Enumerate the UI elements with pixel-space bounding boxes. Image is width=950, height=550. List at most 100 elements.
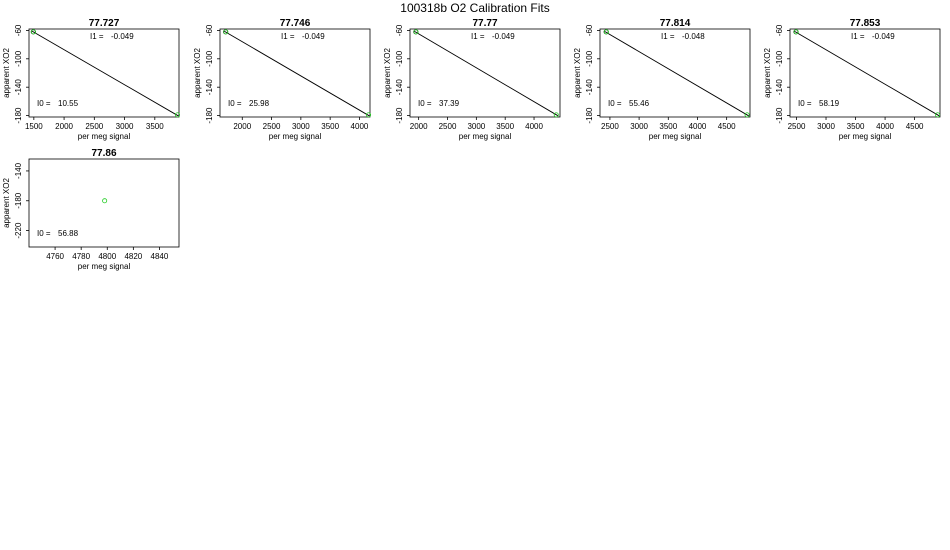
y-tick-label: -100	[775, 50, 784, 67]
page-title: 100318b O2 Calibration Fits	[400, 1, 549, 15]
x-tick-label: 2500	[85, 122, 103, 131]
x-tick-label: 3000	[116, 122, 134, 131]
x-tick-label: 2500	[601, 122, 619, 131]
annotation-label: I1 =	[281, 32, 295, 41]
y-tick-label: -60	[205, 24, 214, 36]
panel-title: 77.746	[280, 18, 311, 29]
y-tick-label: -100	[585, 50, 594, 67]
y-tick-label: -140	[205, 79, 214, 96]
x-tick-label: 4820	[124, 252, 142, 261]
data-point	[366, 112, 372, 118]
x-tick-label: 2000	[410, 122, 428, 131]
data-point	[174, 112, 180, 118]
y-tick-label: -140	[14, 79, 23, 96]
y-tick-label: -180	[395, 107, 404, 124]
plot-frame	[28, 158, 180, 248]
y-tick-label: -140	[395, 79, 404, 96]
chart-panel: 77.77 2000 2500 3000 3500 4000 -60 -100 -140 -180…	[383, 18, 561, 141]
chart-panel: 77.86 4760 4780 4800 4820 4840 -140 -180 -220 per…	[2, 148, 180, 271]
annotation-value: -0.048	[682, 32, 705, 41]
annotation-label: I1 =	[90, 32, 104, 41]
annotation-value: 37.39	[439, 99, 460, 108]
x-tick-label: 3500	[659, 122, 677, 131]
data-point	[102, 198, 108, 204]
x-tick-label: 3000	[292, 122, 310, 131]
x-tick-label: 4840	[151, 252, 169, 261]
panel-title: 77.77	[472, 18, 497, 29]
data-point	[223, 29, 229, 35]
x-axis-label: per meg signal	[78, 262, 131, 271]
plot-frame	[219, 28, 371, 118]
annotation-value: 10.55	[58, 99, 79, 108]
annotation-label: I0 =	[37, 99, 51, 108]
y-axis-label: apparent XO2	[2, 178, 11, 228]
x-tick-label: 4780	[72, 252, 90, 261]
y-tick-label: -60	[775, 24, 784, 36]
annotation-label: I1 =	[471, 32, 485, 41]
x-tick-label: 3500	[146, 122, 164, 131]
x-tick-label: 4760	[46, 252, 64, 261]
x-tick-label: 3500	[321, 122, 339, 131]
x-tick-label: 4500	[906, 122, 924, 131]
x-axis-label: per meg signal	[839, 132, 892, 141]
data-point	[603, 29, 609, 35]
annotation-label: I0 =	[608, 99, 622, 108]
chart-panel: 77.746 2000 2500 3000 3500 4000 -60 -100 -140 -18…	[193, 18, 372, 141]
plot-frame	[409, 28, 561, 118]
plot-frame	[789, 28, 941, 118]
annotation-label: I0 =	[798, 99, 812, 108]
x-tick-label: 3500	[496, 122, 514, 131]
annotation-label: I1 =	[851, 32, 865, 41]
y-tick-label: -140	[14, 162, 23, 179]
y-tick-label: -180	[205, 107, 214, 124]
x-axis-label: per meg signal	[649, 132, 702, 141]
x-tick-label: 3500	[847, 122, 865, 131]
x-tick-label: 4800	[98, 252, 116, 261]
data-point	[935, 112, 941, 118]
x-tick-label: 4000	[876, 122, 894, 131]
x-tick-label: 3000	[817, 122, 835, 131]
y-tick-label: -180	[775, 107, 784, 124]
annotation-label: I0 =	[418, 99, 432, 108]
fit-line	[31, 30, 179, 117]
annotation-value: 25.98	[249, 99, 270, 108]
y-tick-label: -100	[395, 50, 404, 67]
x-tick-label: 3000	[630, 122, 648, 131]
annotation-value: -0.049	[302, 32, 325, 41]
y-axis-label: apparent XO2	[573, 48, 582, 98]
y-tick-label: -180	[14, 107, 23, 124]
y-tick-label: -60	[395, 24, 404, 36]
y-axis-label: apparent XO2	[383, 48, 392, 98]
annotation-label: I0 =	[228, 99, 242, 108]
plot-frame	[28, 28, 180, 118]
annotation-label: I0 =	[37, 229, 51, 238]
x-tick-label: 2500	[439, 122, 457, 131]
y-axis-label: apparent XO2	[763, 48, 772, 98]
y-tick-label: -100	[205, 50, 214, 67]
fit-line	[793, 30, 940, 117]
x-axis-label: per meg signal	[269, 132, 322, 141]
y-axis-label: apparent XO2	[193, 48, 202, 98]
y-tick-label: -180	[14, 192, 23, 209]
panel-title: 77.853	[850, 18, 881, 29]
x-tick-label: 4000	[351, 122, 369, 131]
data-point	[744, 112, 750, 118]
x-tick-label: 4000	[525, 122, 543, 131]
y-tick-label: -220	[14, 222, 23, 239]
x-axis-label: per meg signal	[78, 132, 131, 141]
x-tick-label: 2500	[788, 122, 806, 131]
y-tick-label: -140	[585, 79, 594, 96]
x-tick-label: 4000	[689, 122, 707, 131]
panel-title: 77.814	[660, 18, 691, 29]
annotation-value: -0.049	[492, 32, 515, 41]
y-tick-label: -60	[585, 24, 594, 36]
annotation-value: -0.049	[872, 32, 895, 41]
x-axis-label: per meg signal	[459, 132, 512, 141]
annotation-value: 56.88	[58, 229, 79, 238]
annotation-value: 55.46	[629, 99, 650, 108]
plot-frame	[599, 28, 751, 118]
x-tick-label: 2000	[55, 122, 73, 131]
chart-panel: 77.727 1500 2000 2500 3000 3500 -60 -100 -140 -18…	[2, 18, 180, 141]
x-tick-label: 1500	[25, 122, 43, 131]
y-tick-label: -100	[14, 50, 23, 67]
